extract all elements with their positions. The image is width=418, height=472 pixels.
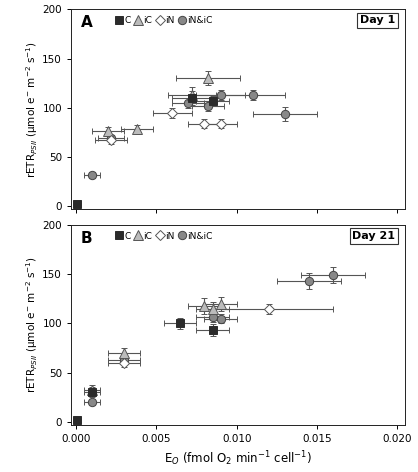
Text: A: A [81,16,93,30]
X-axis label: E$_O$ (fmol O$_2$ min$^{-1}$ cell$^{-1}$): E$_O$ (fmol O$_2$ min$^{-1}$ cell$^{-1}$… [164,449,312,468]
Text: Day 21: Day 21 [352,231,395,241]
Y-axis label: rETR$_{PSII}$ (μmol e$^{-}$ m$^{-2}$ s$^{-1}$): rETR$_{PSII}$ (μmol e$^{-}$ m$^{-2}$ s$^… [24,256,40,394]
Y-axis label: rETR$_{PSII}$ (μmol e$^{-}$ m$^{-2}$ s$^{-1}$): rETR$_{PSII}$ (μmol e$^{-}$ m$^{-2}$ s$^… [24,41,40,178]
Legend: C, iC, iN, iN&iC: C, iC, iN, iN&iC [116,232,212,241]
Text: B: B [81,231,93,246]
Text: Day 1: Day 1 [360,16,395,25]
Legend: C, iC, iN, iN&iC: C, iC, iN, iN&iC [116,16,212,25]
